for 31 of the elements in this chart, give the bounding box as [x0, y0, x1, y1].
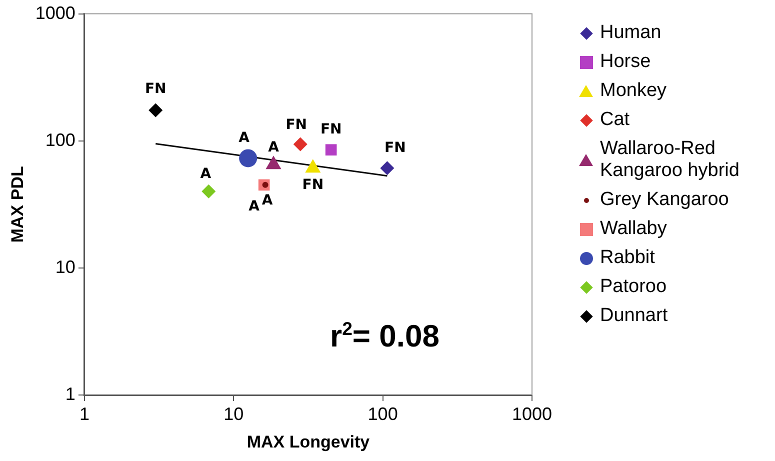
- annotation: FN: [302, 176, 324, 193]
- y-axis-title: MAX PDL: [8, 166, 27, 243]
- x-tick-label: 10: [224, 404, 244, 424]
- x-tick-label: 1000: [512, 404, 552, 424]
- x-axis-title: MAX Longevity: [246, 432, 370, 452]
- x-tick-label: 100: [368, 404, 398, 424]
- annotation: FN: [320, 121, 342, 138]
- y-tick-label: 1000: [35, 2, 76, 23]
- legend-label: Dunnart: [600, 305, 668, 327]
- legend-label: Cat: [600, 109, 630, 131]
- annotation: FN: [384, 140, 406, 156]
- annotation: A: [262, 192, 273, 209]
- legend-label: Monkey: [600, 80, 667, 102]
- legend-label: Wallaby: [600, 218, 667, 240]
- legend-label: Patoroo: [600, 276, 667, 298]
- annotation: A: [238, 130, 250, 146]
- legend-label: Grey Kangaroo: [600, 189, 729, 211]
- x-tick-label: 1: [79, 404, 90, 424]
- annotation: A: [268, 139, 280, 156]
- annotation: r$^{2}$= 0.08: [330, 318, 440, 354]
- y-tick-label: 100: [45, 130, 76, 150]
- y-tick-label: 10: [55, 256, 76, 277]
- legend-label: Human: [600, 22, 662, 44]
- annotation: FN: [144, 80, 166, 97]
- annotation: A: [248, 198, 260, 215]
- y-tick-label: 1: [65, 384, 76, 404]
- legend-label: Rabbit: [600, 247, 655, 269]
- annotation: FN: [286, 116, 307, 133]
- legend-label: Horse: [600, 51, 651, 73]
- annotation: A: [200, 166, 212, 182]
- legend-label: Wallaroo-Red Kangaroo hybrid: [600, 138, 740, 182]
